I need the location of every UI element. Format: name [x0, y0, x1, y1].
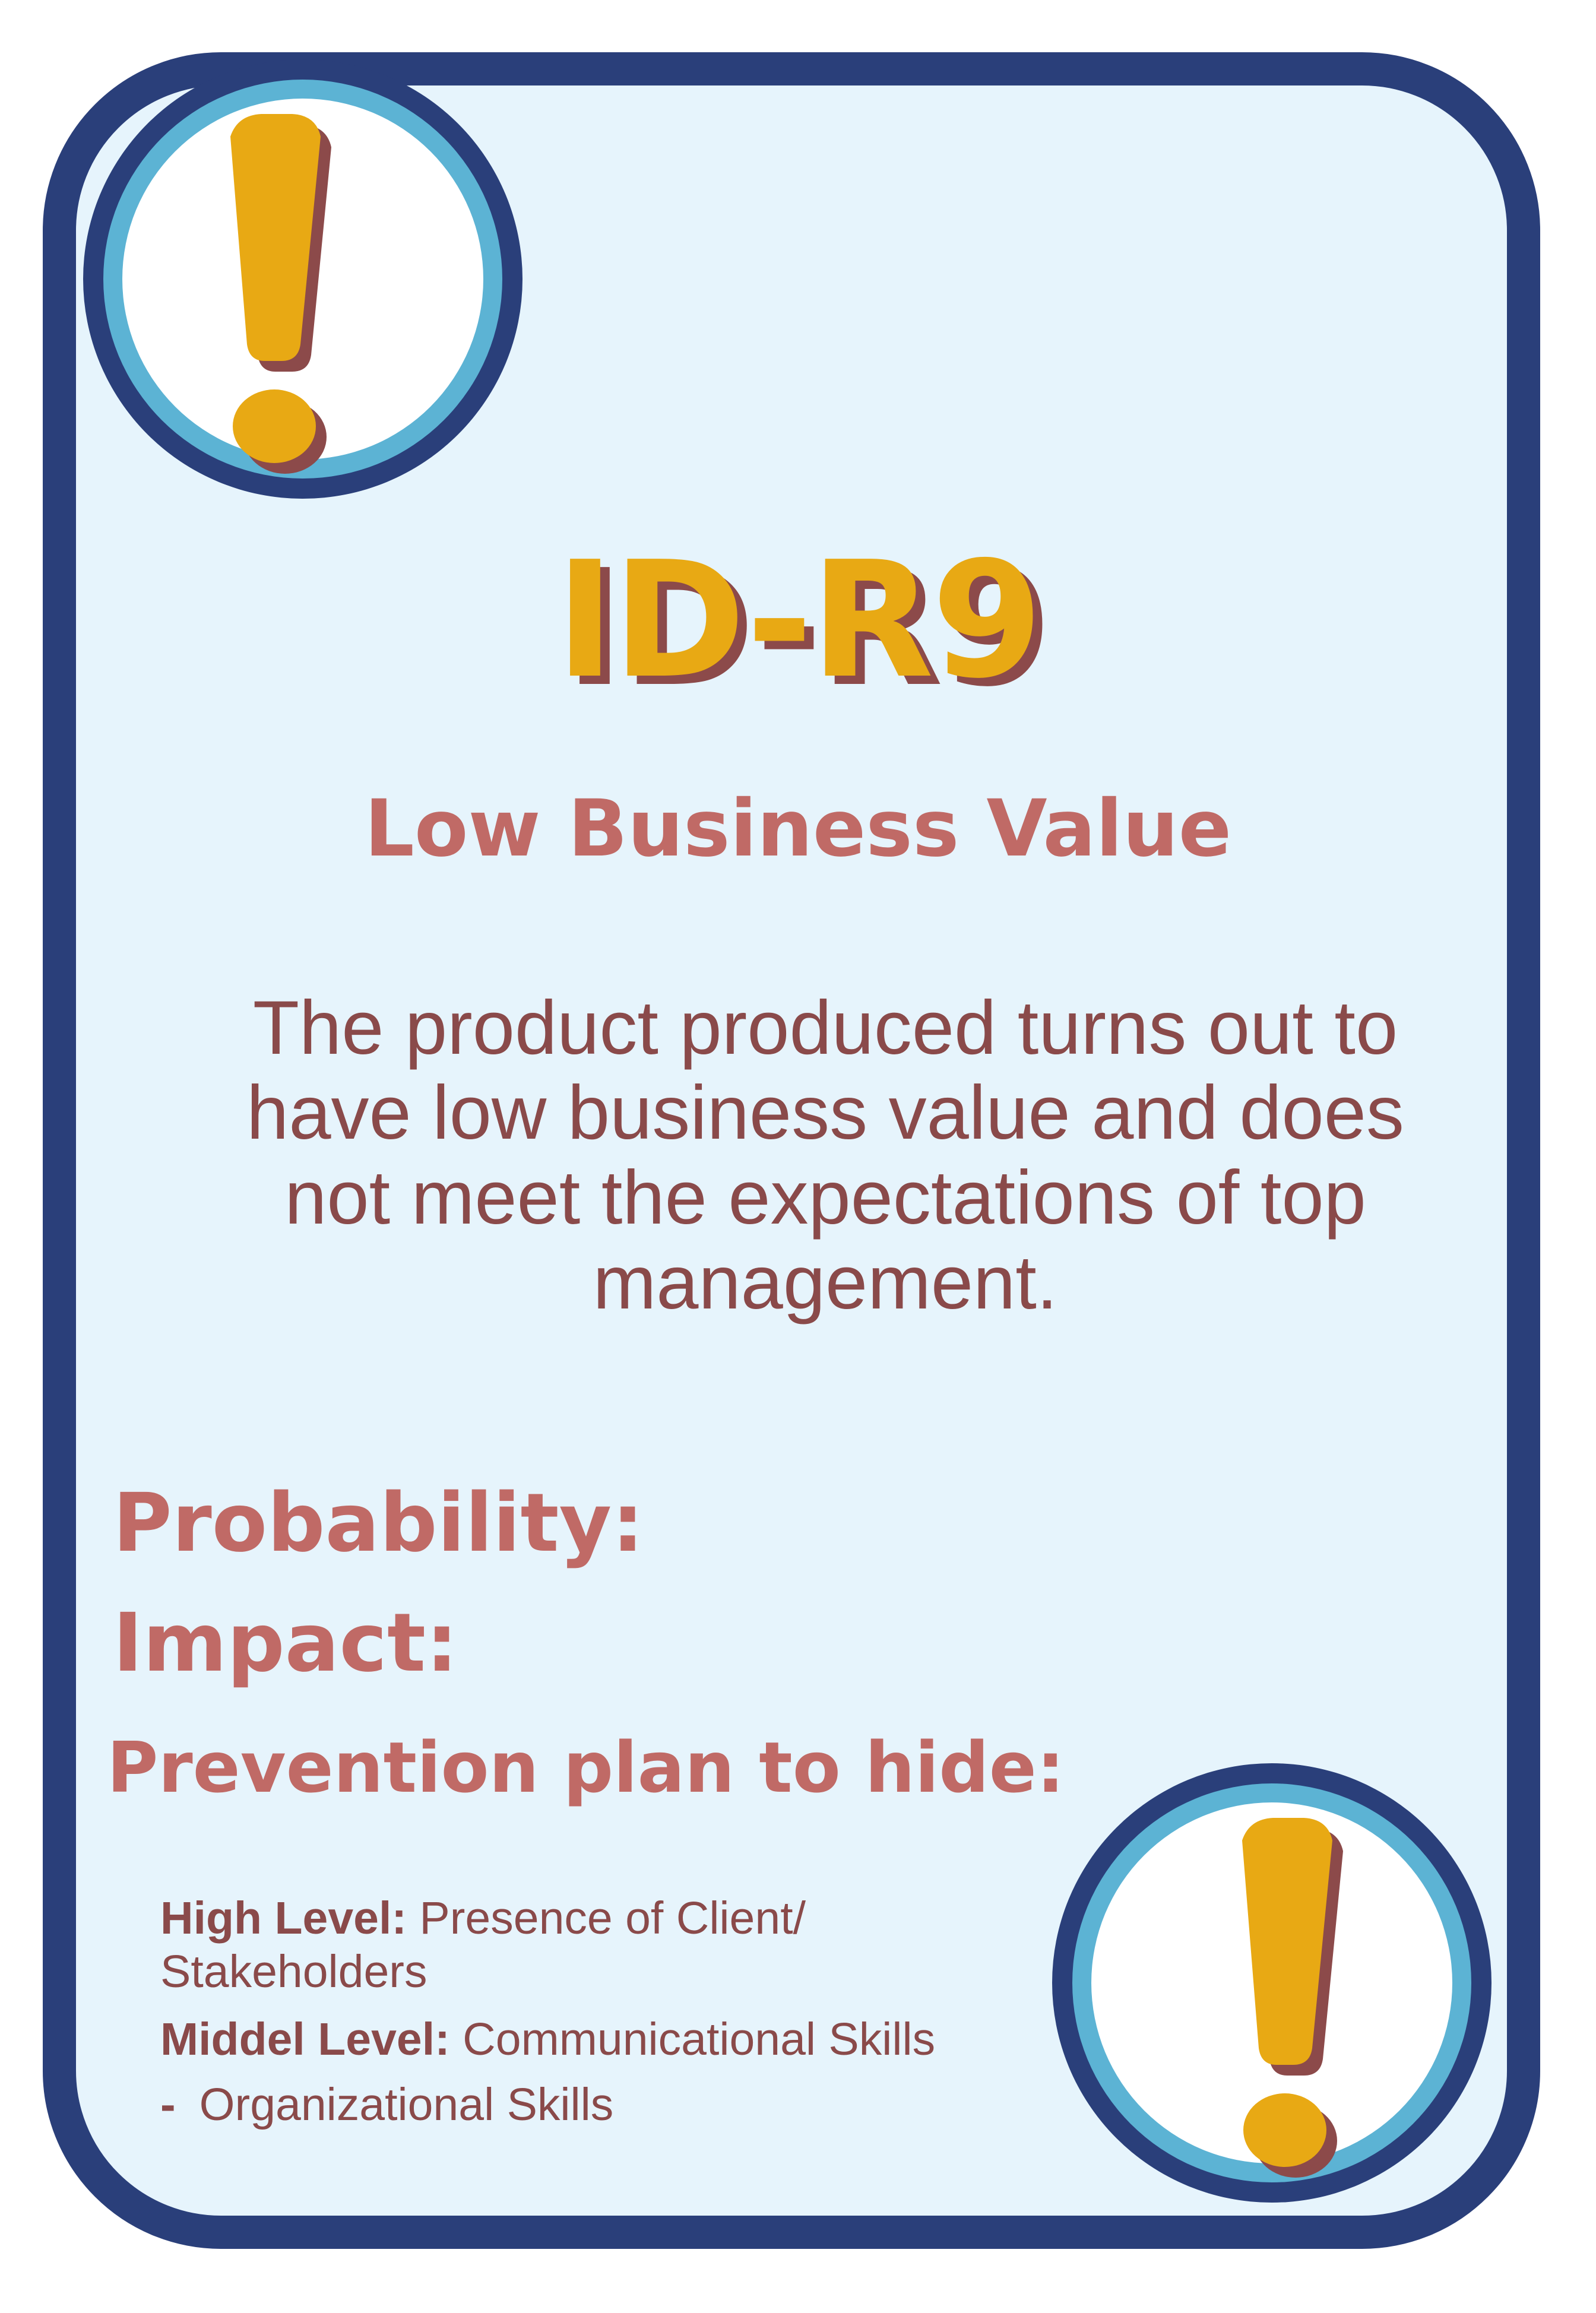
- plan-high-level: High Level: Presence of Client/ Stakehol…: [160, 1891, 1039, 1998]
- impact-label: Impact:: [113, 1596, 458, 1690]
- risk-card: [43, 52, 1540, 2249]
- exclamation-icon: [1242, 1818, 1343, 2178]
- plan-extra-value: Organizational Skills: [199, 2079, 614, 2130]
- card-id: ID-R9: [555, 527, 1043, 714]
- plan-high-level-label: High Level:: [160, 1893, 407, 1944]
- plan-middle-level-value: Communicational Skills: [463, 2014, 936, 2065]
- plan-extra-bullet: -: [160, 2079, 176, 2130]
- plan-middle-level: Middel Level: Communicational Skills: [160, 2013, 1110, 2066]
- risk-description: The product produced turns out to have l…: [246, 986, 1404, 1325]
- probability-label: Probability:: [113, 1476, 644, 1570]
- plan-high-level-value: Presence of Client/ Stakeholders: [160, 1893, 806, 1997]
- plan-middle-level-label: Middel Level:: [160, 2014, 450, 2065]
- exclamation-icon: [230, 114, 331, 474]
- alert-badge-top-left: [83, 59, 522, 499]
- alert-badge-bottom-right: [1052, 1763, 1492, 2203]
- plan-extra-item: - Organizational Skills: [160, 2078, 1039, 2131]
- prevention-plan-label: Prevention plan to hide:: [107, 1726, 1065, 1808]
- card-title: Low Business Value: [364, 783, 1232, 874]
